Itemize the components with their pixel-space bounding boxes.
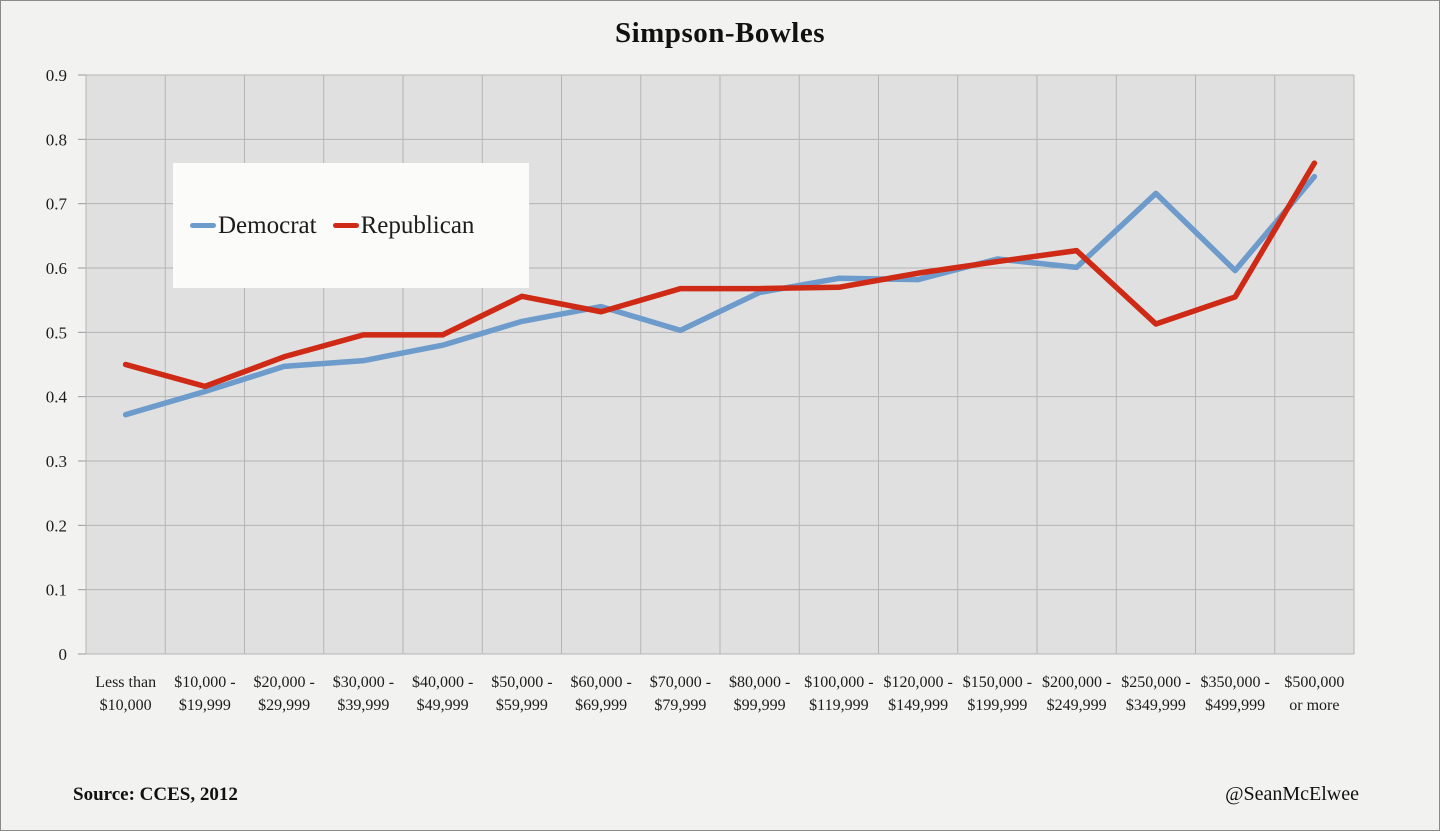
x-tick-label: $500,000 or more <box>1284 674 1344 714</box>
x-tick-label: Less than $10,000 <box>95 674 156 714</box>
y-tick-label: 0.4 <box>46 388 68 407</box>
republican-line <box>122 160 1318 390</box>
democrat-line <box>122 173 1318 418</box>
legend: Democrat Republican <box>173 163 529 288</box>
x-tick-label: $150,000 -$199,999 <box>963 674 1032 714</box>
x-tick-label: $70,000 -$79,999 <box>650 674 711 714</box>
x-tick-label: $100,000 -$119,999 <box>804 674 873 714</box>
x-tick-label: $350,000 -$499,999 <box>1200 674 1269 714</box>
y-tick-label: 0.2 <box>46 516 67 535</box>
legend-item-republican: Republican <box>332 211 475 240</box>
legend-label-democrat: Democrat <box>218 211 317 239</box>
x-tick-label: $20,000 -$29,999 <box>253 674 314 714</box>
x-tick-label: $80,000 -$99,999 <box>729 674 790 714</box>
y-tick-label: 0.6 <box>46 259 67 278</box>
x-tick-label: $200,000 -$249,999 <box>1042 674 1111 714</box>
x-tick-label: $30,000 -$39,999 <box>333 674 394 714</box>
y-tick-label: 0.8 <box>46 130 67 149</box>
y-tick-label: 0.1 <box>46 581 67 600</box>
chart-title: Simpson-Bowles <box>614 17 826 49</box>
x-tick-label: $250,000 -$349,999 <box>1121 674 1190 714</box>
democrat-line-swatch <box>190 223 216 228</box>
y-tick-label: 0 <box>59 645 68 664</box>
legend-label-republican: Republican <box>360 211 475 239</box>
republican-line-swatch <box>332 223 359 228</box>
x-tick-label: $120,000 -$149,999 <box>883 674 952 714</box>
y-tick-label: 0.3 <box>46 452 67 471</box>
x-tick-label: $10,000 -$19,999 <box>174 674 235 714</box>
y-tick-label: 0.9 <box>46 66 67 85</box>
y-tick-label: 0.5 <box>46 323 67 342</box>
x-tick-label: $40,000 -$49,999 <box>412 674 473 714</box>
legend-item-democrat: Democrat <box>190 212 317 240</box>
y-tick-label: 0.7 <box>46 195 68 214</box>
author-handle: @SeanMcElwee <box>1225 783 1359 805</box>
x-tick-label: $50,000 -$59,999 <box>491 674 552 714</box>
source-note: Source: CCES, 2012 <box>73 784 238 805</box>
x-tick-label: $60,000 -$69,999 <box>570 674 631 714</box>
line-chart: 0 0.1 0.2 0.3 0.4 0.5 0.6 0.7 0.8 0.9 Less than $10… <box>46 66 1355 714</box>
